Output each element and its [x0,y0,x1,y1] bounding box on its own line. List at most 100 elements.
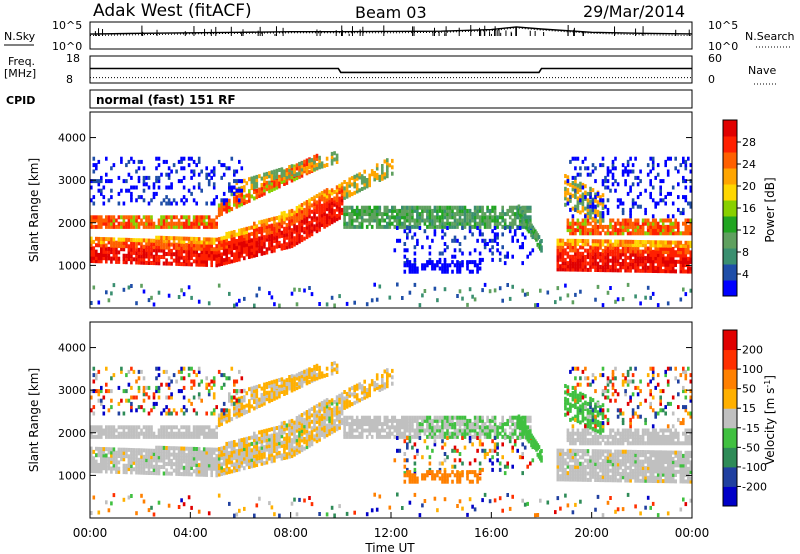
velocity-cell [230,447,234,452]
power-cell [278,240,281,245]
velocity-cell [273,436,276,441]
velocity-cell [268,450,271,455]
power-cell [564,193,567,198]
power-cell [621,252,625,257]
velocity-cell [240,398,244,403]
power-cell [375,176,379,181]
velocity-cell [268,396,271,400]
velocity-cell [325,433,329,438]
power-cell [215,215,218,220]
power-cell [105,224,108,229]
velocity-cell [270,433,274,438]
power-cell [127,172,131,177]
power-cell [245,236,249,241]
power-cell [315,206,319,211]
power-cell [571,254,575,259]
velocity-cell [253,460,256,465]
power-cell [669,221,672,226]
velocity-cell [243,450,246,455]
power-cell [481,215,484,220]
power-cell [601,248,605,253]
velocity-cell [268,399,271,404]
power-cell [235,251,239,256]
power-cell [604,255,607,260]
velocity-cell [308,414,311,419]
velocity-cell [253,385,256,390]
velocity-cell [187,428,191,433]
velocity-cell [112,447,116,452]
velocity-cell [142,458,146,462]
power-cell [323,218,326,223]
power-cell [192,246,196,251]
velocity-cell [280,380,284,385]
velocity-cell [310,432,314,437]
power-cell [365,208,369,213]
power-cell [576,248,580,253]
velocity-cell [142,499,146,504]
power-cell [601,202,605,207]
power-cell [451,260,454,265]
power-cell [320,210,324,215]
power-cell [253,185,256,190]
power-cell [599,231,602,236]
power-cell [313,224,316,229]
power-cell [217,206,221,211]
power-cell [529,205,532,210]
power-cell [421,212,424,217]
velocity-cell [278,428,281,433]
velocity-cell [263,448,266,453]
power-cell [466,260,469,265]
power-cell [406,226,409,230]
power-cell [508,229,512,234]
power-cell [386,174,389,179]
power-cell [559,296,562,301]
power-cell [566,179,570,184]
velocity-cell [230,417,234,422]
power-cell [157,235,161,240]
velocity-cell [140,448,143,453]
velocity-cell [150,464,153,469]
power-cell [155,191,158,196]
power-cell [360,224,364,229]
power-cell [604,249,607,253]
power-cell [290,231,294,236]
velocity-cell [330,368,334,373]
power-cell [338,203,341,207]
velocity-cell [92,366,96,371]
velocity-cell [102,431,106,436]
power-cell [631,246,635,251]
velocity-cell [170,411,173,416]
velocity-cell [142,448,146,453]
velocity-cell [265,397,269,402]
power-cell [92,218,96,223]
power-cell [656,246,660,251]
power-cell [248,245,251,250]
power-cell [233,303,236,308]
power-cell [293,166,296,171]
power-cell [634,246,637,251]
power-cell [626,221,630,226]
velocity-cell [220,446,223,451]
power-cell [664,195,667,200]
power-cell [145,218,148,223]
velocity-cell [105,500,108,505]
velocity-cell [258,456,261,460]
power-cell [609,169,612,174]
power-cell [260,176,264,181]
power-cell [486,218,489,223]
velocity-cell [253,395,256,400]
velocity-cell [333,428,336,433]
power-cell [325,216,329,221]
power-cell [689,250,692,255]
power-cell [313,158,316,163]
velocity-cell [240,376,244,381]
power-cell [260,248,264,253]
velocity-cell [275,378,279,383]
power-cell [283,242,286,247]
power-cell [579,231,582,236]
velocity-cell [278,425,281,430]
velocity-cell [278,454,281,459]
velocity-cell [190,385,193,390]
power-cell [90,179,93,184]
power-cell [471,294,474,299]
